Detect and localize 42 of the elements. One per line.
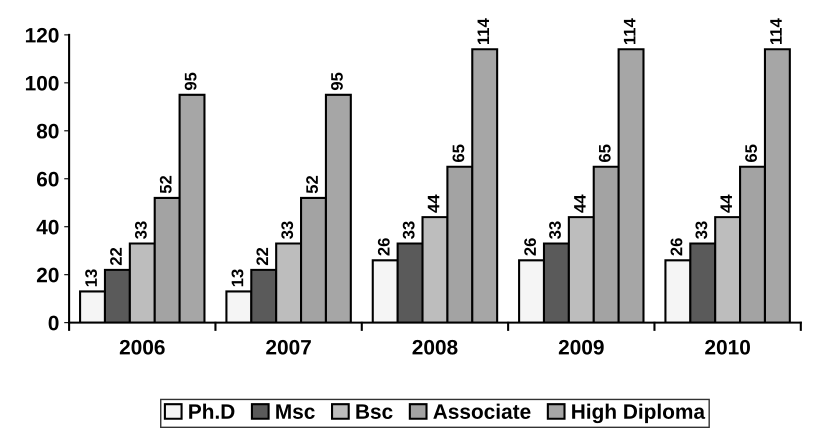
x-tick-label: 2008 <box>412 340 458 355</box>
data-label: 13 <box>85 269 98 286</box>
data-label: 26 <box>670 238 682 256</box>
data-label: 114 <box>770 18 782 44</box>
data-label: 44 <box>574 194 586 213</box>
x-tick-label: 2009 <box>558 340 604 355</box>
data-label: 44 <box>428 194 440 213</box>
x-tick-label: 2010 <box>705 340 750 355</box>
x-tick-label: 2006 <box>120 340 165 355</box>
y-tick-label: 0 <box>48 316 59 330</box>
data-label: 33 <box>134 221 147 239</box>
data-label: 95 <box>184 72 197 90</box>
data-label: 52 <box>306 176 318 194</box>
data-label: 26 <box>378 238 390 256</box>
legend-label: Bsc <box>356 404 393 419</box>
y-tick-label: 60 <box>36 172 59 187</box>
data-label: 114 <box>624 18 636 44</box>
x-tick-label: 2007 <box>266 340 311 355</box>
data-label: 65 <box>452 144 464 162</box>
data-label: 65 <box>745 144 757 162</box>
data-label: 114 <box>478 18 490 44</box>
data-label: 95 <box>331 72 343 90</box>
data-label: 33 <box>402 221 415 239</box>
legend-label: Msc <box>276 404 315 419</box>
y-tick-label: 80 <box>36 124 59 139</box>
data-label: 22 <box>110 248 122 266</box>
y-tick-label: 120 <box>26 28 59 43</box>
legend-label: Ph.D <box>189 404 234 419</box>
y-tick-label: 100 <box>26 76 59 91</box>
legend-label: High Diploma <box>572 404 706 424</box>
legend-label: Associate <box>433 404 530 419</box>
data-label: 22 <box>256 248 268 266</box>
data-label: 33 <box>549 221 561 239</box>
y-tick-label: 20 <box>36 268 59 282</box>
data-label: 33 <box>695 221 708 239</box>
data-label: 33 <box>281 221 294 239</box>
y-tick-label: 40 <box>36 220 59 234</box>
data-label: 52 <box>160 176 172 194</box>
data-label: 26 <box>524 238 536 256</box>
data-label: 65 <box>598 144 611 162</box>
data-label: 13 <box>232 269 244 286</box>
data-label: 44 <box>720 194 732 213</box>
